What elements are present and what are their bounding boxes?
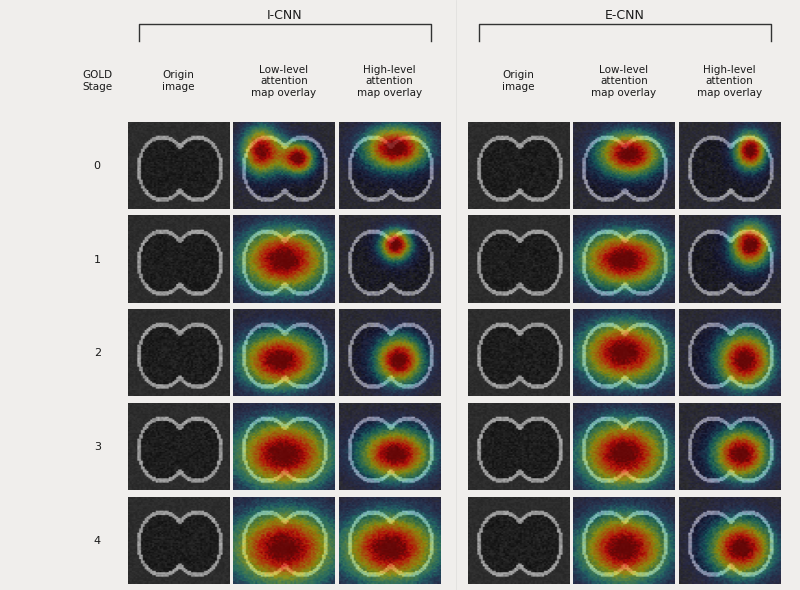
Text: 0: 0 (94, 160, 101, 171)
Text: 1: 1 (94, 254, 101, 264)
Text: 2: 2 (94, 348, 101, 358)
Text: Low-level
attention
map overlay: Low-level attention map overlay (251, 64, 317, 98)
Text: E-CNN: E-CNN (605, 9, 645, 22)
Text: High-level
attention
map overlay: High-level attention map overlay (697, 64, 762, 98)
Text: 3: 3 (94, 442, 101, 452)
Text: Low-level
attention
map overlay: Low-level attention map overlay (591, 64, 657, 98)
Text: 4: 4 (94, 536, 101, 546)
Text: High-level
attention
map overlay: High-level attention map overlay (357, 64, 422, 98)
Text: Origin
image: Origin image (502, 70, 535, 92)
Text: I-CNN: I-CNN (267, 9, 302, 22)
Text: GOLD
Stage: GOLD Stage (82, 70, 112, 92)
Text: Origin
image: Origin image (162, 70, 195, 92)
